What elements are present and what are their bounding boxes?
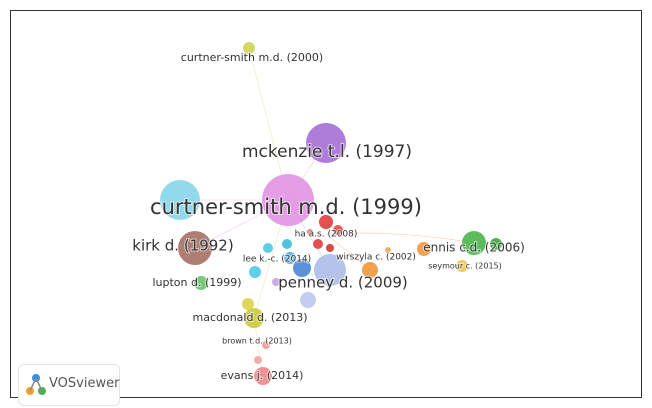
node-bubble (282, 239, 292, 249)
node-bubble (242, 298, 254, 310)
node-bubble (417, 242, 431, 256)
node-bubble (284, 252, 296, 264)
node-bubble (249, 266, 261, 278)
link (325, 233, 371, 271)
node-label: kirk d. (1992) (132, 237, 233, 255)
node-bubble (244, 308, 264, 328)
node-bubble (178, 231, 212, 265)
node-bubble (326, 244, 334, 252)
node-label: curtner-smith m.d. (2000) (181, 51, 323, 64)
bubbles (160, 42, 502, 385)
labels: curtner-smith m.d. (2000) mckenzie t.l. (… (131, 50, 525, 383)
node-label: brown t.d. (2013) (222, 337, 292, 346)
node-label: lee k.-c. (2014) (243, 255, 311, 265)
node-label: penney d. (2009) (278, 274, 408, 292)
node-label: lupton d. (1999) (152, 276, 241, 289)
node-bubble (254, 367, 272, 385)
node-bubble (490, 238, 502, 250)
node-label: seymour c. (2015) (428, 262, 502, 271)
node-bubble (300, 292, 316, 308)
node-bubble (362, 262, 378, 278)
node-label: curtner-smith m.d. (1999) (150, 195, 422, 219)
link (248, 47, 289, 201)
node-bubble (262, 174, 314, 226)
node-label: ennis c.d. (2006) (423, 241, 525, 255)
node-bubble (385, 247, 391, 253)
node-bubble (194, 276, 208, 290)
node-bubble (456, 260, 468, 272)
node-bubble (314, 254, 346, 286)
node-bubble (263, 243, 273, 253)
node-label: mckenzie t.l. (1997) (242, 142, 412, 162)
node-bubble (254, 356, 262, 364)
node-bubble (313, 239, 323, 249)
node-bubble (243, 42, 255, 54)
node-bubble (333, 225, 343, 235)
node-bubble (319, 215, 333, 229)
node-label: macdonald d. (2013) (192, 311, 307, 324)
node-bubble (307, 229, 313, 235)
node-bubble (272, 278, 280, 286)
logo-icon (26, 374, 46, 395)
node-label: ha a.s. (2008) (295, 230, 358, 240)
map-frame (10, 10, 642, 398)
node-label: wirszyla c. (2002) (336, 253, 416, 263)
logo-text: VOSviewer (49, 376, 120, 391)
node-bubble (160, 180, 200, 220)
node-bubble (293, 259, 311, 277)
logo-box: VOSviewer (18, 364, 120, 406)
node-bubble (306, 123, 346, 163)
node-bubble (262, 341, 270, 349)
node-label: evans j. (2014) (221, 369, 304, 382)
link (325, 232, 475, 244)
node-bubble (462, 231, 486, 255)
